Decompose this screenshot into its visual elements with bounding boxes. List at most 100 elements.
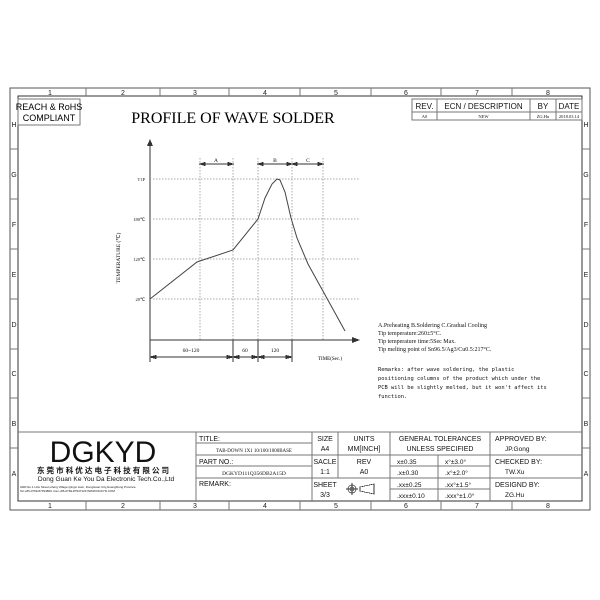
projection-symbol-icon (346, 483, 375, 495)
column-label: 6 (404, 503, 408, 510)
part-no-label: PART NO.: (199, 459, 233, 466)
column-label: 3 (193, 90, 197, 97)
y-tick-label: 120℃ (133, 257, 146, 262)
tolerance-angular: x°±3.0° (445, 458, 466, 466)
designed-by-value: ZG.Hu (505, 492, 525, 499)
remarks-line: function. (378, 394, 407, 400)
ecn-value: NEW (478, 114, 489, 119)
remark-label: REMARK: (199, 481, 231, 488)
tolerance-angular: .xx°±1.5° (445, 481, 472, 489)
x-axis-arrow-icon (352, 337, 360, 343)
tip-time-note: Tip temperature time:5Sec Max. (378, 339, 456, 345)
row-label: F (12, 222, 16, 229)
column-label: 6 (404, 90, 408, 97)
row-label: G (583, 172, 588, 179)
units-value: MM[INCH] (348, 446, 381, 453)
part-no-value: DGKYD111Q356DB2A15D (222, 471, 286, 477)
row-label: E (12, 272, 17, 279)
x-axis-label: TIME(Sec.) (318, 357, 342, 362)
checked-by-value: TW.Xu (505, 469, 525, 476)
y-tick-label: 20℃ (135, 297, 146, 302)
column-label: 4 (263, 90, 267, 97)
column-dividers (10, 88, 590, 510)
compliance-box (17, 98, 81, 126)
title-label: TITLE: (199, 436, 220, 443)
row-label: C (583, 371, 588, 378)
scale-label: SACLE (314, 459, 337, 466)
row-label: E (584, 272, 589, 279)
zone-label-a: A (214, 158, 218, 164)
row-label: H (583, 122, 588, 129)
designed-by-label: DESIGND BY: (495, 482, 540, 489)
process-notes: A.Preheating B.Soldering C.Gradual Cooli… (378, 323, 492, 353)
compliance-line2: COMPLIANT (23, 113, 76, 123)
zone-label-b: B (273, 158, 277, 164)
title-block-grid (18, 431, 582, 501)
solder-profile-diagram: A B C T1P 180℃ 120℃ 20℃ TEMPERATURE (℃) … (115, 139, 360, 362)
company-name-cn: 东 莞 市 科 优 达 电 子 科 技 有 限 公 司 (37, 465, 169, 475)
tolerance-angular: .x°±2.0° (445, 469, 468, 477)
row-label: D (583, 322, 588, 329)
y-tick-label: T1P (137, 177, 145, 182)
rev-label: REV (357, 459, 372, 466)
y-axis-label: TEMPERATURE (℃) (115, 233, 122, 284)
row-label: F (584, 222, 588, 229)
by-value: ZG.Hu (537, 114, 550, 119)
tolerance-header: GENERAL TOLERANCES (399, 436, 482, 443)
column-label: 3 (193, 503, 197, 510)
column-label: 5 (334, 503, 338, 510)
duration-solder: 120 (271, 348, 280, 354)
approved-by-label: APPROVED BY: (495, 436, 547, 443)
rev-value: A0 (360, 469, 369, 476)
duration-preheat: 60~120 (183, 348, 200, 354)
column-label: 2 (121, 90, 125, 97)
temperature-curve (149, 178, 346, 332)
date-header: DATE (559, 102, 580, 111)
tolerance-linear: .x±0.30 (397, 470, 419, 477)
tolerance-linear: x±0.35 (397, 459, 417, 466)
tolerance-linear: .xx±0.25 (397, 482, 422, 489)
duration-dimensions (149, 340, 293, 362)
rev-header: REV. (416, 102, 434, 111)
row-label: G (11, 172, 16, 179)
compliance-line1: REACH & RoHS (16, 102, 83, 112)
column-label: 1 (48, 503, 52, 510)
tip-temperature-note: Tip temperature:260±5°C. (378, 330, 442, 337)
size-value: A4 (321, 446, 330, 453)
row-label: A (12, 471, 17, 478)
tolerance-subheader: UNLESS SPECIFIED (407, 446, 474, 453)
remarks: Remarks: after wave soldering, the plast… (378, 367, 547, 400)
company-logo: DGKYD (50, 436, 157, 469)
rev-value: A0 (422, 114, 428, 119)
duration-ramp: 60 (242, 348, 248, 354)
row-label: A (584, 471, 589, 478)
column-label: 4 (263, 503, 267, 510)
row-label: B (12, 421, 17, 428)
tolerance-linear: .xxx±0.10 (397, 493, 425, 500)
column-label: 7 (475, 90, 479, 97)
drawing-title: PROFILE OF WAVE SOLDER (131, 110, 335, 127)
approved-by-value: JP.Gong (505, 446, 530, 453)
column-label: 7 (475, 503, 479, 510)
tolerance-angular: .xxx°±1.0° (445, 492, 475, 500)
checked-by-label: CHECKED BY: (495, 459, 542, 466)
revision-table (411, 98, 583, 121)
size-label: SIZE (317, 436, 333, 443)
column-label: 8 (546, 90, 550, 97)
zone-arrows (198, 161, 325, 167)
remarks-line: positioning columns of the product which… (378, 376, 540, 382)
company-contact: Tel:+86-0769-87334800, Fax:+86-0769-8794… (20, 489, 115, 493)
company-address: ADD:No.1 Lirle Street,Lifeng Village,Qin… (20, 485, 136, 489)
sheet-label: SHEET (313, 482, 337, 489)
sheet-value: 3/3 (320, 492, 330, 499)
ecn-header: ECN / DESCRIPTION (444, 102, 522, 111)
row-label: D (11, 322, 16, 329)
remarks-line: Remarks: after wave soldering, the plast… (378, 367, 514, 373)
y-tick-label: 180℃ (133, 217, 146, 222)
column-label: 8 (546, 503, 550, 510)
grid-lines (153, 158, 360, 340)
y-axis-arrow-icon (147, 139, 153, 146)
units-label: UNITS (354, 436, 375, 443)
column-label: 1 (48, 90, 52, 97)
